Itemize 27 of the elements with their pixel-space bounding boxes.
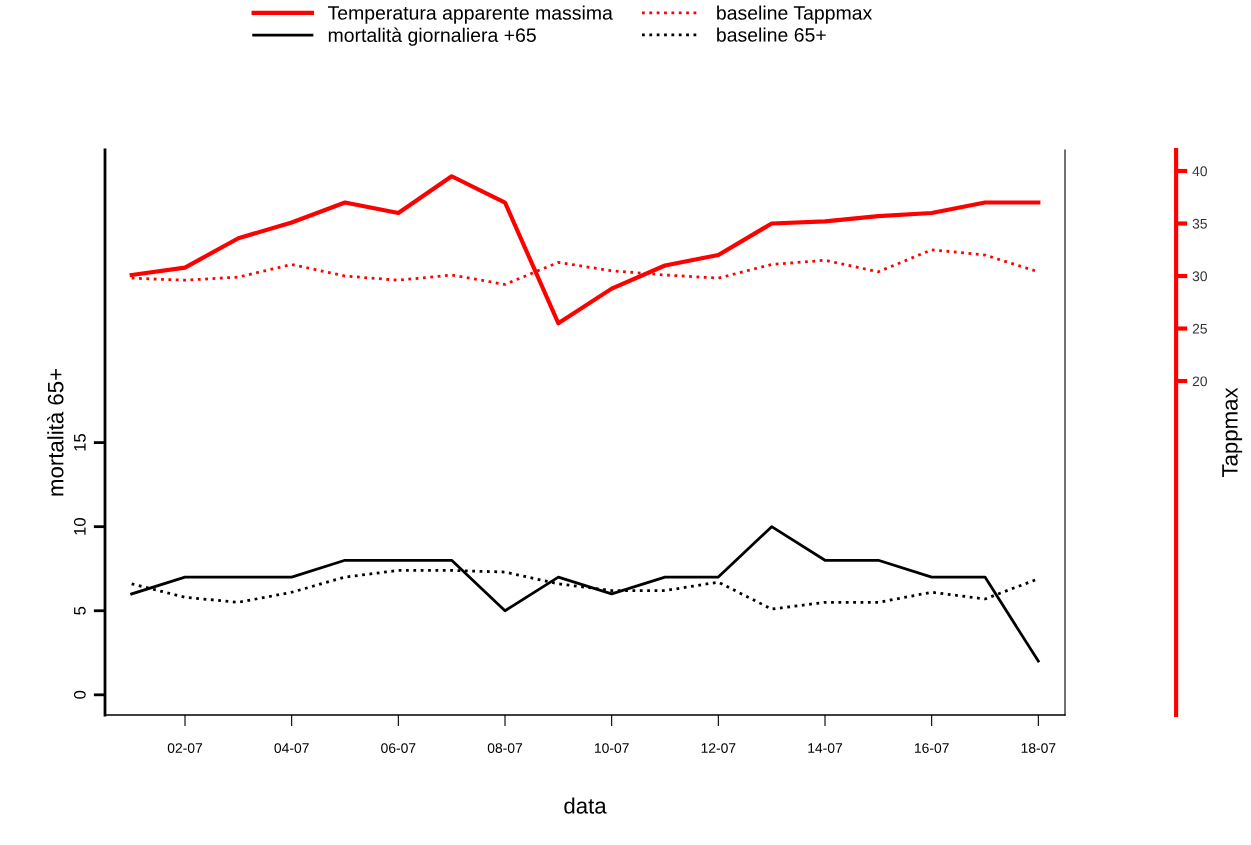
x-tick-label: 14-07: [808, 743, 843, 753]
y-tick-label: 0: [73, 690, 86, 699]
y-tick-label: 5: [74, 606, 86, 615]
legend-label: mortalità giornaliera +65: [328, 27, 536, 46]
line-series: [130, 525, 1040, 663]
x-tick-label: 02-07: [167, 743, 203, 753]
x-tick-label: 08-07: [487, 743, 523, 753]
y2-axis-title: Tappmax: [1222, 387, 1243, 478]
y-tick-label: 15: [74, 434, 86, 451]
x-tick-label: 12-07: [701, 743, 736, 753]
line-series: [129, 174, 1041, 326]
legend-label: baseline 65+: [717, 27, 826, 42]
x-tick-label: 18-07: [1021, 743, 1056, 753]
y-axis-title: mortalità 65+: [46, 369, 64, 496]
y2-tick-label: 40: [1192, 166, 1207, 177]
y2-tick-label: 20: [1192, 376, 1207, 387]
x-tick-label: 10-07: [594, 743, 629, 753]
y2-tick-label: 35: [1192, 218, 1207, 229]
x-axis-title: data: [564, 797, 607, 814]
x-tick-label: 16-07: [914, 743, 949, 753]
legend-label: baseline Tappmax: [717, 5, 873, 24]
y2-tick-label: 25: [1192, 323, 1207, 334]
x-tick-label: 04-07: [274, 743, 309, 753]
y2-tick-label: 30: [1192, 271, 1207, 282]
legend-label: Temperatura apparente massima: [327, 5, 613, 24]
x-tick-label: 06-07: [381, 743, 416, 753]
y-tick-label: 10: [73, 518, 86, 535]
